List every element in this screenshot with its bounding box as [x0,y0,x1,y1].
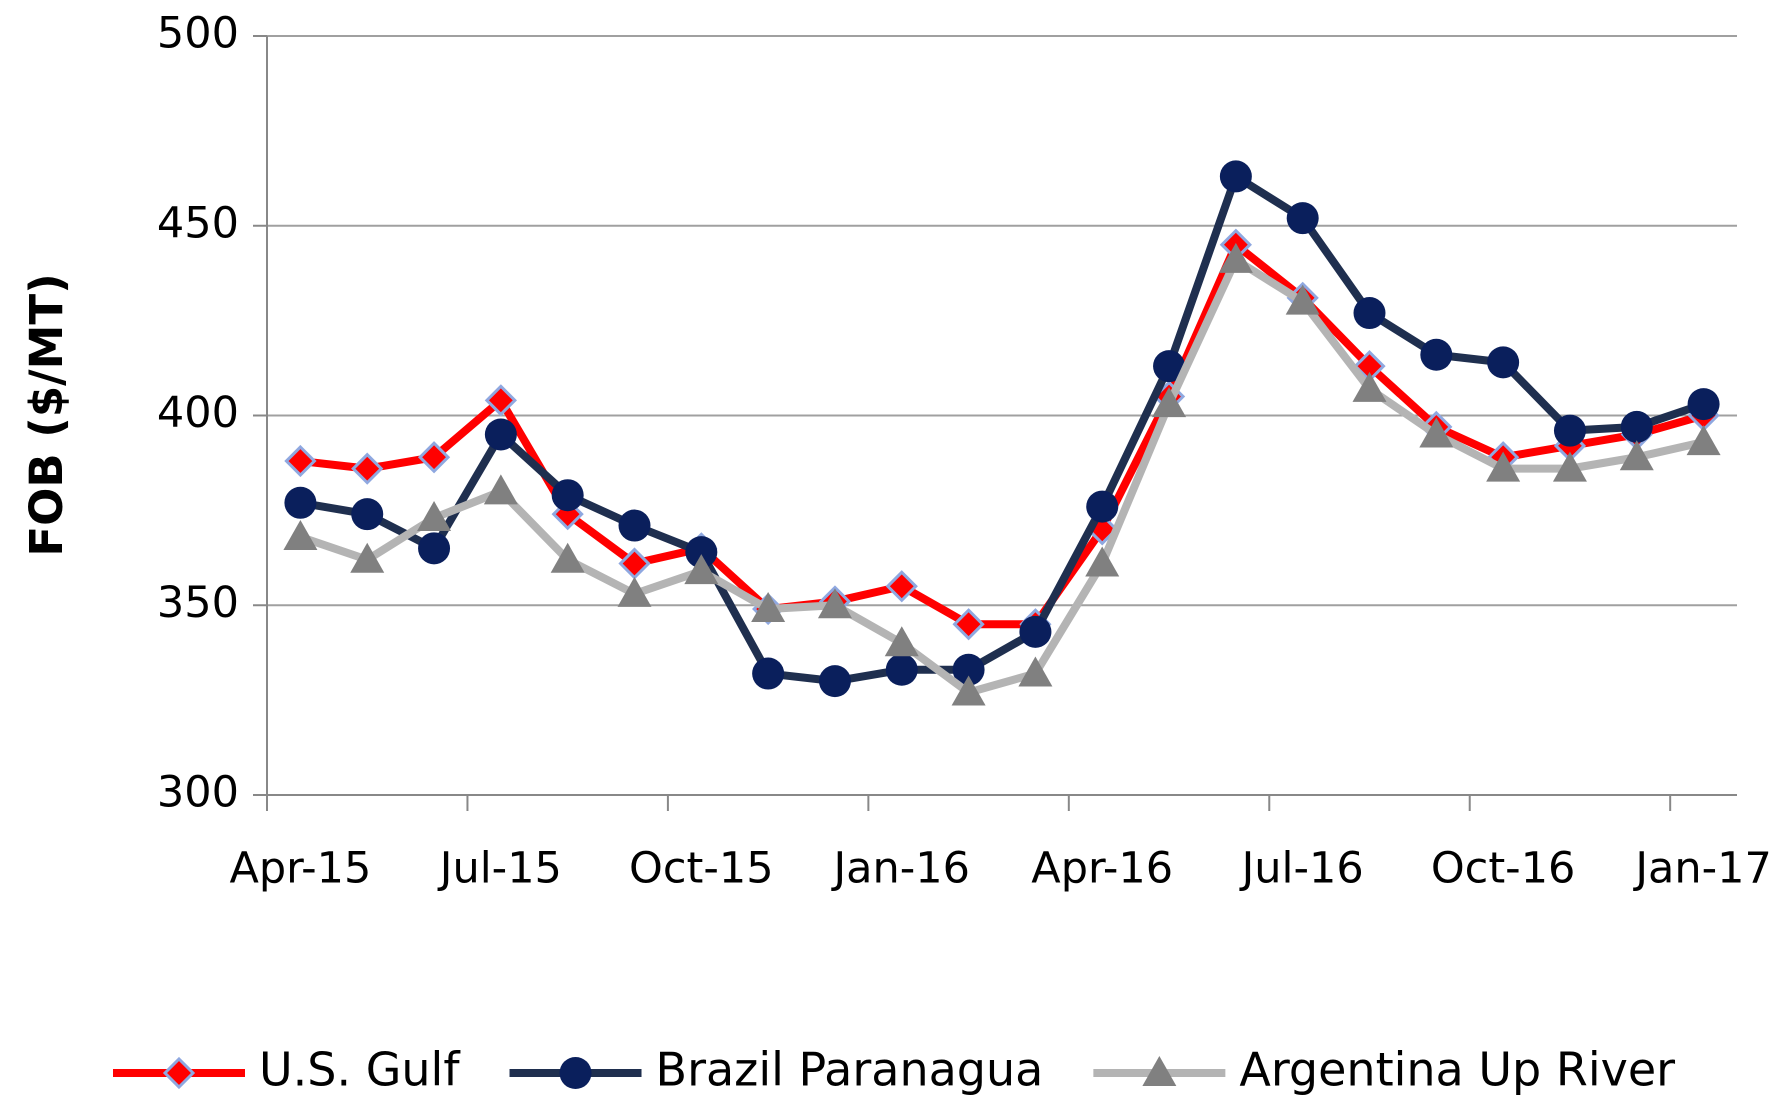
series-line [299,172,1705,686]
data-point [884,626,919,657]
data-point [885,653,918,686]
x-tick-label: Oct-16 [1431,844,1576,894]
y-tick-label: 500 [157,9,239,59]
data-point [483,474,518,505]
data-point [551,479,584,512]
data-point [1152,387,1187,418]
data-point [1552,451,1587,482]
series-line [299,255,1705,697]
data-point [1619,440,1654,471]
data-point [1486,451,1521,482]
data-point [350,542,385,573]
data-point [550,542,585,573]
data-point [952,608,985,641]
data-point [684,554,719,585]
legend-label: Argentina Up River [1239,1043,1675,1097]
data-point [818,665,851,698]
data-point [1086,490,1119,523]
data-point [1487,346,1520,379]
data-point [1285,284,1320,315]
data-point [1687,388,1720,421]
data-point [1286,202,1319,235]
x-tick-label: Jan-17 [1632,844,1772,894]
x-tick-label: Jul-15 [437,844,562,894]
data-point [1085,546,1120,577]
y-tick-label: 300 [157,768,239,818]
data-point [418,532,451,565]
legend-marker [1142,1056,1177,1086]
data-point [1553,414,1586,447]
data-point [885,570,918,603]
data-point [1419,417,1454,448]
data-point [952,653,985,686]
x-tick-label: Oct-15 [629,844,774,894]
y-axis-title: FOB ($/MT) [20,273,73,556]
data-point [484,384,517,417]
data-point [1153,350,1186,383]
y-tick-label: 350 [157,578,239,628]
data-point [1019,615,1052,648]
legend-label: Brazil Paranagua [656,1043,1044,1097]
data-point [817,588,852,619]
data-point [1219,160,1252,193]
data-point [484,418,517,451]
data-point [1686,425,1721,456]
data-point [351,498,384,531]
data-point [351,452,384,485]
legend-marker [162,1056,196,1090]
data-point [417,441,451,474]
y-tick-label: 450 [157,198,239,248]
y-tick-label: 400 [157,388,239,438]
series-line [299,240,1705,629]
data-point [1218,242,1253,273]
data-point [284,486,317,519]
data-point [1353,297,1386,330]
data-point [685,536,718,569]
x-tick-label: Apr-16 [1031,844,1173,894]
x-tick-label: Jan-16 [831,844,971,894]
data-point [284,444,317,478]
data-point [751,592,786,623]
data-point [1420,338,1453,371]
data-point [1018,656,1053,687]
data-point [417,500,452,531]
data-point [283,519,318,550]
legend-label: U.S. Gulf [259,1043,461,1097]
data-point [951,675,986,706]
data-point [1352,371,1387,402]
data-point [617,576,652,607]
legend-marker [559,1057,592,1089]
x-tick-label: Jul-16 [1239,844,1364,894]
data-point [752,657,785,690]
data-point [618,509,651,542]
data-point [1620,410,1653,443]
x-tick-label: Apr-15 [229,844,371,894]
